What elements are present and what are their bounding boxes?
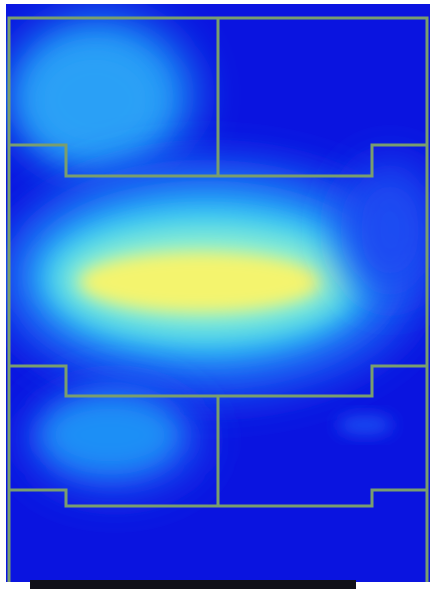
heat-zone-bottom-right (337, 415, 393, 435)
wall-bottom-step (9, 488, 427, 508)
footer-bar (30, 580, 356, 589)
heat-zone-bottom-left (40, 395, 180, 475)
wall-upper-step (9, 143, 427, 178)
heat-zone-top-left-core (25, 40, 165, 160)
heat-zone-hot (80, 252, 320, 312)
floorplan-walls (7, 16, 429, 582)
heat-zone-right (340, 160, 430, 300)
